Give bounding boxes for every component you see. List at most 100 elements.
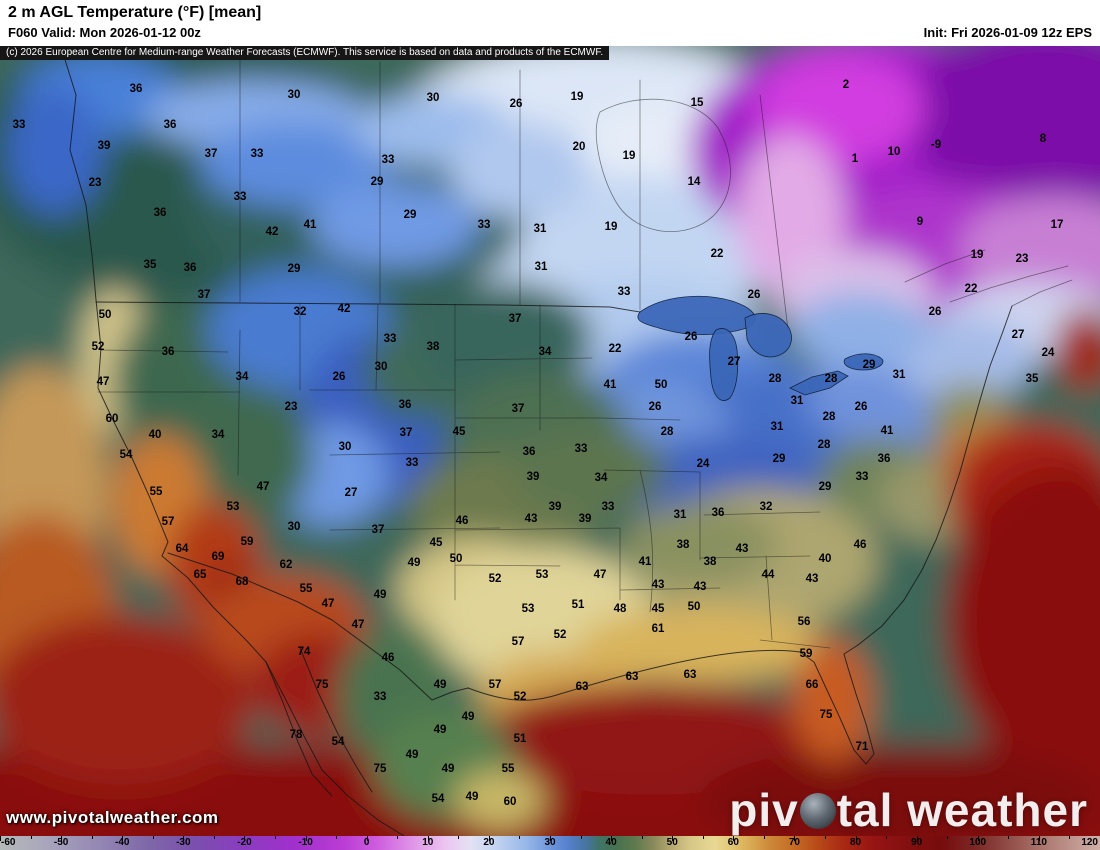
florida-coastline (799, 644, 875, 765)
temperature-value: 22 (965, 283, 978, 295)
temperature-value: 59 (241, 536, 254, 548)
colorbar-tick (886, 836, 888, 839)
temperature-colorbar: -60 -50 -40 -30 -20 -10 0 10 20 30 40 50 60 70 80 90 100… (0, 836, 1100, 850)
globe-icon (799, 792, 836, 829)
northeast-coast-lines (904, 249, 1073, 307)
colorbar-tick (947, 836, 949, 839)
pivotal-weather-logo: piv tal weather (729, 786, 1088, 834)
temperature-value: 75 (316, 679, 329, 691)
temperature-value: 31 (771, 421, 784, 433)
temperature-value: 28 (818, 439, 831, 451)
temperature-value: 2 (843, 79, 849, 91)
temperature-value: -9 (931, 139, 941, 151)
us-mexico-border (167, 552, 469, 701)
colorbar-tick (641, 836, 643, 839)
temperature-value: 1 (852, 153, 859, 165)
colorbar-tick-label: 40 (605, 837, 617, 848)
watermark-url: www.pivotalweather.com (6, 808, 219, 827)
temperature-value: 48 (614, 603, 627, 615)
temperature-value: 62 (280, 559, 293, 571)
temperature-value: 44 (762, 569, 775, 581)
temperature-value: 47 (97, 376, 110, 388)
logo-text-part2: tal weather (836, 783, 1088, 836)
temperature-value: 33 (575, 443, 588, 455)
temperature-value: 35 (144, 259, 157, 271)
temperature-value: 36 (523, 446, 536, 458)
temperature-value: 36 (184, 262, 197, 274)
temperature-value: 29 (863, 359, 876, 371)
temperature-value: 36 (162, 346, 175, 358)
state-borders (97, 302, 831, 649)
temperature-value: 27 (1012, 329, 1025, 341)
temperature-value: 32 (760, 501, 773, 513)
temperature-value: 33 (856, 471, 869, 483)
temperature-value: 36 (164, 119, 177, 131)
temperature-value: 46 (456, 515, 469, 527)
temperature-value: 34 (212, 429, 225, 441)
temperature-value: 55 (502, 763, 515, 775)
temperature-value: 24 (1042, 347, 1055, 359)
temperature-value: 47 (322, 598, 335, 610)
temperature-value: 49 (434, 679, 447, 691)
temperature-value: 53 (536, 569, 549, 581)
temperature-value: 43 (736, 543, 749, 555)
temperature-value: 54 (120, 449, 133, 461)
colorbar-tick (213, 836, 215, 839)
temperature-value: 30 (375, 361, 388, 373)
temperature-value: 22 (711, 248, 724, 260)
temperature-value: 74 (298, 646, 311, 658)
colorbar-tick (580, 836, 582, 839)
temperature-value: 23 (1016, 253, 1029, 265)
temperature-value: 8 (1040, 133, 1047, 145)
lake-erie (789, 370, 849, 396)
temperature-value: 78 (290, 729, 303, 741)
temperature-value: 33 (251, 148, 264, 160)
temperature-value: 49 (434, 724, 447, 736)
colorbar-tick (122, 836, 124, 841)
temperature-value: 55 (150, 486, 163, 498)
temperature-value: 38 (677, 539, 690, 551)
colorbar-tick-label: -20 (237, 837, 252, 848)
colorbar-tick (183, 836, 185, 841)
temperature-value: 41 (304, 219, 317, 231)
temperature-value: 10 (888, 146, 901, 158)
temperature-value: 37 (509, 313, 522, 325)
temperature-value: 37 (400, 427, 413, 439)
baja-peninsula (265, 661, 333, 797)
temperature-value: 38 (427, 341, 440, 353)
temperature-value: 33 (234, 191, 247, 203)
temperature-value: 29 (288, 263, 301, 275)
colorbar-tick-label: 120 (1081, 837, 1098, 848)
temperature-value: 26 (685, 331, 698, 343)
colorbar-tick (61, 836, 63, 841)
init-time-label: Init: Fri 2026-01-09 12z EPS (923, 25, 1092, 40)
temperature-value: 26 (333, 371, 346, 383)
geography-borders (61, 49, 1073, 836)
temperature-value: 45 (453, 426, 466, 438)
colorbar-tick-label: 60 (727, 837, 739, 848)
temperature-value: 60 (106, 413, 119, 425)
colorbar-tick (427, 836, 429, 841)
temperature-value: 63 (576, 681, 589, 693)
temperature-value: 49 (442, 763, 455, 775)
temperature-value: 40 (819, 553, 832, 565)
temperature-value: 45 (652, 603, 665, 615)
temperature-field (0, 46, 1100, 836)
hudson-bay-outline (596, 98, 731, 232)
temperature-value: 54 (432, 793, 445, 805)
temperature-value: 47 (257, 481, 270, 493)
colorbar-tick-label: 100 (969, 837, 987, 848)
temperature-value: 19 (571, 91, 584, 103)
temperature-value: 33 (374, 691, 387, 703)
temperature-value: 43 (525, 513, 538, 525)
temperature-value: 52 (489, 573, 502, 585)
colorbar-tick (977, 836, 979, 841)
temperature-value: 54 (332, 736, 345, 748)
temperature-value: 57 (162, 516, 175, 528)
temperature-value: 49 (406, 749, 419, 761)
lake-huron (744, 313, 792, 358)
colorbar-tick-label: -10 (298, 837, 313, 848)
province-borders (239, 59, 789, 331)
temperature-value: 65 (194, 569, 207, 581)
temperature-value: 19 (605, 221, 618, 233)
